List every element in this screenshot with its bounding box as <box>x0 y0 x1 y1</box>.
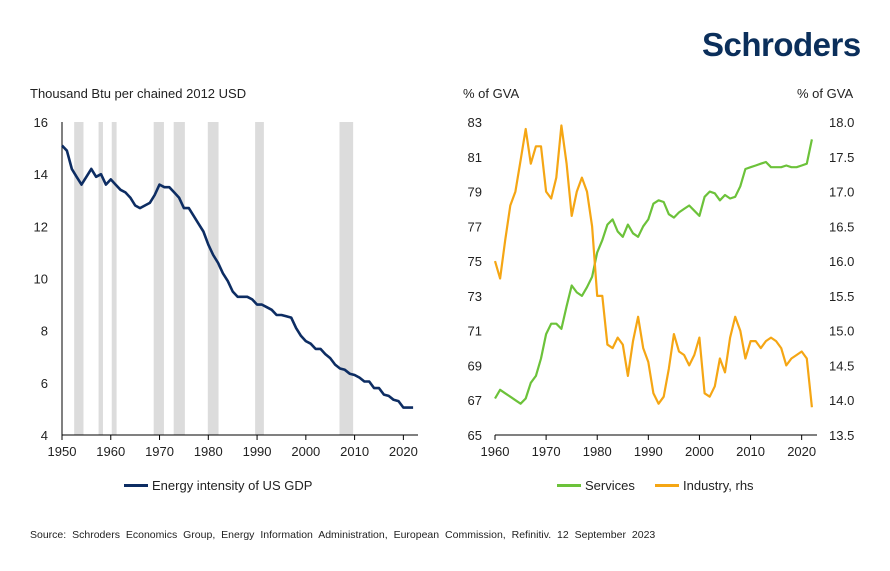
recession-band <box>173 122 185 435</box>
legend-services: Services <box>557 478 635 493</box>
left-y-axis-label: Thousand Btu per chained 2012 USD <box>30 86 247 101</box>
right-y-tick-label: 17.0 <box>829 185 854 200</box>
right-y-tick-label: 15.5 <box>829 289 854 304</box>
right-y-tick-label: 13.5 <box>829 428 854 443</box>
legend-energy-intensity: Energy intensity of US GDP <box>124 478 312 493</box>
x-tick-label: 2000 <box>291 444 320 459</box>
x-tick-label: 1990 <box>634 444 663 459</box>
recession-band <box>255 122 264 435</box>
legend-label-energy-intensity: Energy intensity of US GDP <box>152 478 313 493</box>
x-tick-label: 2020 <box>389 444 418 459</box>
x-tick-label: 2020 <box>787 444 816 459</box>
left-y-tick-label: 79 <box>468 185 482 200</box>
left-y-tick-label: 71 <box>468 324 482 339</box>
recession-band <box>111 122 117 435</box>
services-line <box>494 139 813 405</box>
left-y-tick-label: 81 <box>468 150 482 165</box>
left-y-tick-label: 73 <box>468 289 482 304</box>
left-y-tick-label: 75 <box>468 254 482 269</box>
legend-industry: Industry, rhs <box>655 478 754 493</box>
energy-intensity-line <box>61 144 414 409</box>
recession-band <box>339 122 354 435</box>
left-y-tick-label: 69 <box>468 358 482 373</box>
right-y-tick-label: 14.0 <box>829 393 854 408</box>
recession-band <box>207 122 219 435</box>
right-chart-left-axis-label: % of GVA <box>463 86 520 101</box>
legend-label-industry: Industry, rhs <box>683 478 754 493</box>
x-tick-label: 1960 <box>96 444 125 459</box>
legend-swatch-orange <box>655 484 679 487</box>
legend-label-services: Services <box>585 478 635 493</box>
left-y-tick-label: 83 <box>468 115 482 130</box>
x-tick-label: 1980 <box>194 444 223 459</box>
right-y-tick-label: 16.0 <box>829 254 854 269</box>
energy-intensity-chart: 4 6 8 10 12 14 16 1950 1960 1970 1980 1990 2000 2010 2… <box>34 115 418 459</box>
legend-swatch-green <box>557 484 581 487</box>
x-tick-label: 1970 <box>532 444 561 459</box>
right-chart-right-axis-label: % of GVA <box>797 86 854 101</box>
y-tick-label: 10 <box>34 272 48 287</box>
legend-swatch-navy <box>124 484 148 487</box>
source-note: Source: Schroders Economics Group, Energ… <box>30 529 656 541</box>
right-y-tick-label: 14.5 <box>829 358 854 373</box>
right-y-tick-label: 17.5 <box>829 150 854 165</box>
gva-share-chart: 65 67 69 71 73 75 77 79 81 83 13.5 14.0 14.5 15.0 15.5… <box>468 115 855 459</box>
schroders-logo: Schroders <box>702 26 861 63</box>
x-tick-label: 1990 <box>243 444 272 459</box>
right-y-tick-label: 16.5 <box>829 219 854 234</box>
recession-band <box>153 122 164 435</box>
left-y-tick-label: 65 <box>468 428 482 443</box>
x-tick-label: 1960 <box>481 444 510 459</box>
y-tick-label: 4 <box>41 428 48 443</box>
left-y-tick-label: 77 <box>468 219 482 234</box>
x-tick-label: 1980 <box>583 444 612 459</box>
y-tick-label: 6 <box>41 376 48 391</box>
x-tick-label: 2010 <box>736 444 765 459</box>
left-y-tick-label: 67 <box>468 393 482 408</box>
y-tick-label: 8 <box>41 324 48 339</box>
x-tick-label: 1950 <box>48 444 77 459</box>
y-tick-label: 14 <box>34 167 48 182</box>
x-tick-label: 2010 <box>340 444 369 459</box>
y-tick-label: 16 <box>34 115 48 130</box>
x-tick-label: 1970 <box>145 444 174 459</box>
industry-line <box>493 124 813 408</box>
right-y-tick-label: 18.0 <box>829 115 854 130</box>
right-y-tick-label: 15.0 <box>829 324 854 339</box>
x-tick-label: 2000 <box>685 444 714 459</box>
y-tick-label: 12 <box>34 219 48 234</box>
recession-band <box>74 122 84 435</box>
recession-band <box>98 122 103 435</box>
